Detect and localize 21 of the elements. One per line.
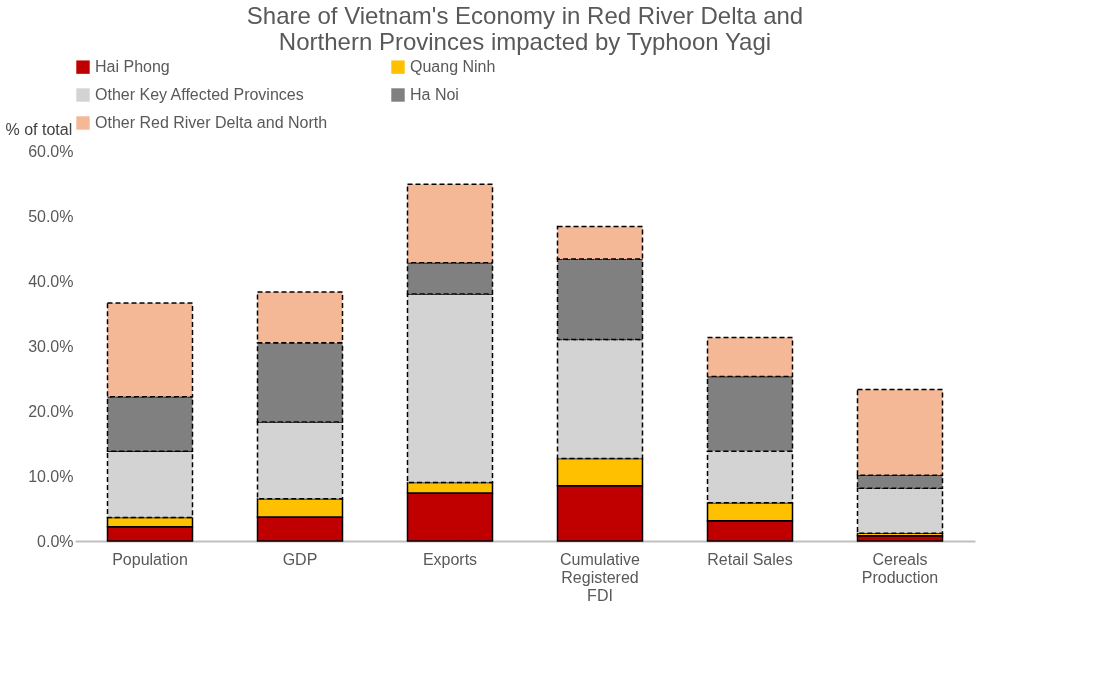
y-tick-label: 20.0%: [28, 402, 74, 420]
y-tick-label: 0.0%: [37, 532, 74, 550]
x-tick-label: Retail Sales: [707, 550, 793, 568]
legend-label: Ha Noi: [410, 86, 459, 103]
legend-label: Other Key Affected Provinces: [95, 86, 304, 103]
legend-label: Quang Ninh: [410, 58, 496, 76]
y-tick-label: 30.0%: [28, 337, 74, 355]
legend-label: Hai Phong: [95, 58, 170, 76]
y-tick-label: 40.0%: [28, 272, 74, 290]
x-tick-label: GDP: [282, 550, 318, 568]
y-axis-title: % of total: [5, 120, 73, 138]
x-tick-label: Exports: [422, 550, 478, 568]
y-tick-label: 50.0%: [28, 207, 74, 225]
x-tick-label: Cumulative Registered FDI: [559, 550, 641, 604]
text: Share of Vietnam's Economy in Red River Delta and: [246, 2, 804, 29]
x-tick-label: Cereals Production: [861, 550, 939, 586]
y-tick-label: 10.0%: [28, 467, 74, 485]
x-tick-label: Population: [112, 550, 188, 568]
y-tick-label: 60.0%: [28, 142, 74, 160]
legend-label: Other Red River Delta and North: [95, 114, 328, 131]
text: Northern Provinces impacted by Typhoon Yagi: [278, 28, 772, 55]
